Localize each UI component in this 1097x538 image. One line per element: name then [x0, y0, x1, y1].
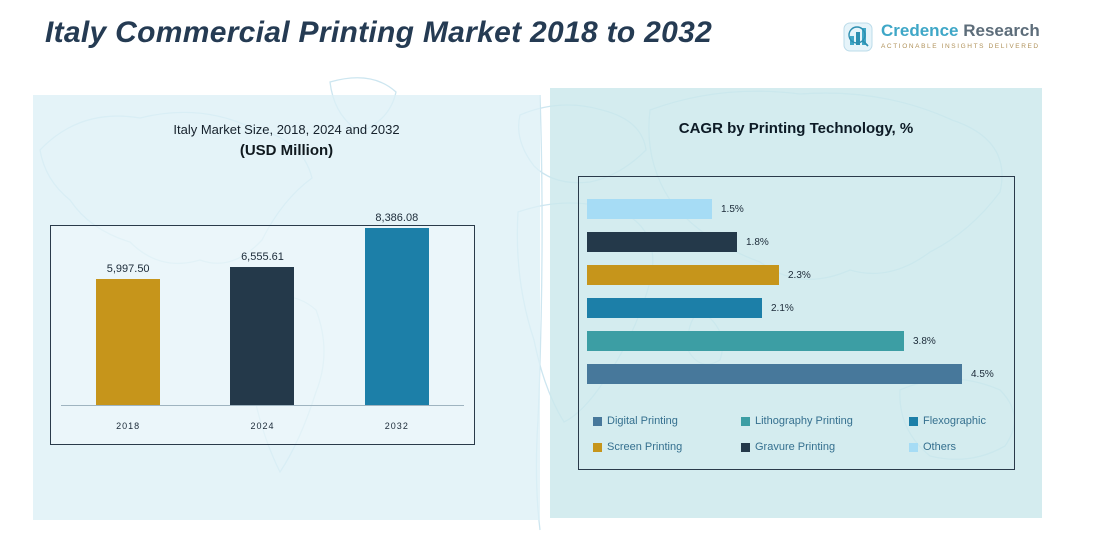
bar-group-2032: 8,386.08 [364, 212, 429, 406]
bar-flexographic [587, 298, 762, 318]
legend-swatch [909, 442, 918, 452]
bar-others [587, 199, 712, 219]
bar-2032 [364, 228, 429, 406]
brand-name: Credence Research [881, 21, 1040, 41]
market-size-panel: Italy Market Size, 2018, 2024 and 2032 (… [33, 95, 540, 520]
brand-name-primary: Credence [881, 21, 959, 40]
market-size-x-axis-line [61, 405, 464, 406]
legend-label: Gravure Printing [755, 441, 836, 453]
bar-digital-printing [587, 364, 962, 384]
cagr-chart: 1.5% 1.8% 2.3% 2.1% 3.8% 4.5% Digital Printin… [578, 176, 1015, 470]
bar-value-label: 4.5% [971, 368, 994, 380]
x-axis-label-2018: 2018 [116, 421, 141, 431]
page-title: Italy Commercial Printing Market 2018 to… [45, 16, 713, 49]
bar-value-label: 2.1% [771, 302, 794, 314]
legend-item-others: Others [909, 441, 1006, 453]
bar-value-label: 8,386.08 [375, 212, 419, 224]
legend-label: Flexographic [923, 415, 986, 427]
market-size-chart-subtitle: (USD Million) [239, 142, 334, 159]
cagr-panel: CAGR by Printing Technology, % 1.5% 1.8% 2… [550, 88, 1042, 518]
legend-item-flexographic: Flexographic [909, 415, 1006, 427]
legend-item-lithography-printing: Lithography Printing [741, 415, 909, 427]
cagr-chart-title: CAGR by Printing Technology, % [678, 120, 914, 137]
market-size-chart: 5,997.50 6,555.61 8,386.08 2018 2024 2032 [50, 212, 475, 445]
market-size-x-axis-labels: 2018 2024 2032 [61, 421, 464, 431]
brand-text: Credence Research Actionable Insights De… [881, 21, 1040, 50]
bar-row-others: 1.5% [587, 199, 1006, 219]
bar-value-label: 1.8% [746, 236, 769, 248]
bar-row-flexographic: 2.1% [587, 298, 1006, 318]
bar-value-label: 6,555.61 [241, 251, 284, 263]
bar-2024 [230, 267, 295, 406]
legend-item-screen-printing: Screen Printing [593, 441, 741, 453]
cagr-legend: Digital Printing Lithography Printing Flex… [593, 415, 1006, 453]
legend-label: Others [923, 441, 957, 453]
market-size-chart-title: Italy Market Size, 2018, 2024 and 2032 [173, 122, 400, 137]
bar-value-label: 5,997.50 [106, 263, 150, 275]
bar-value-label: 3.8% [913, 335, 936, 347]
bar-value-label: 1.5% [721, 203, 744, 215]
bar-group-2024: 6,555.61 [230, 251, 295, 406]
market-size-bars: 5,997.50 6,555.61 8,386.08 [61, 212, 464, 406]
bar-gravure-printing [587, 232, 737, 252]
legend-item-gravure-printing: Gravure Printing [741, 441, 909, 453]
bar-value-label: 2.3% [788, 269, 811, 281]
bar-lithography-printing [587, 331, 904, 351]
brand-tagline: Actionable Insights Delivered [881, 42, 1040, 50]
credence-research-logo-icon [843, 22, 873, 52]
bar-row-lithography-printing: 3.8% [587, 331, 1006, 351]
bar-row-screen-printing: 2.3% [587, 265, 1006, 285]
bar-screen-printing [587, 265, 779, 285]
legend-label: Screen Printing [607, 441, 683, 453]
legend-item-digital-printing: Digital Printing [593, 415, 741, 427]
bar-row-gravure-printing: 1.8% [587, 232, 1006, 252]
bar-row-digital-printing: 4.5% [587, 364, 1006, 384]
legend-swatch [741, 416, 750, 426]
cagr-bars: 1.5% 1.8% 2.3% 2.1% 3.8% 4.5% [587, 199, 1006, 397]
brand-name-secondary: Research [963, 21, 1040, 40]
x-axis-label-2032: 2032 [384, 421, 409, 431]
brand-logo: Credence Research Actionable Insights De… [843, 21, 1040, 52]
bar-group-2018: 5,997.50 [96, 263, 161, 406]
x-axis-label-2024: 2024 [250, 421, 275, 431]
legend-swatch [593, 416, 602, 426]
legend-swatch [593, 442, 602, 452]
legend-swatch [741, 442, 750, 452]
legend-label: Lithography Printing [755, 415, 853, 427]
bar-2018 [96, 279, 161, 406]
legend-label: Digital Printing [607, 415, 678, 427]
legend-swatch [909, 416, 918, 426]
